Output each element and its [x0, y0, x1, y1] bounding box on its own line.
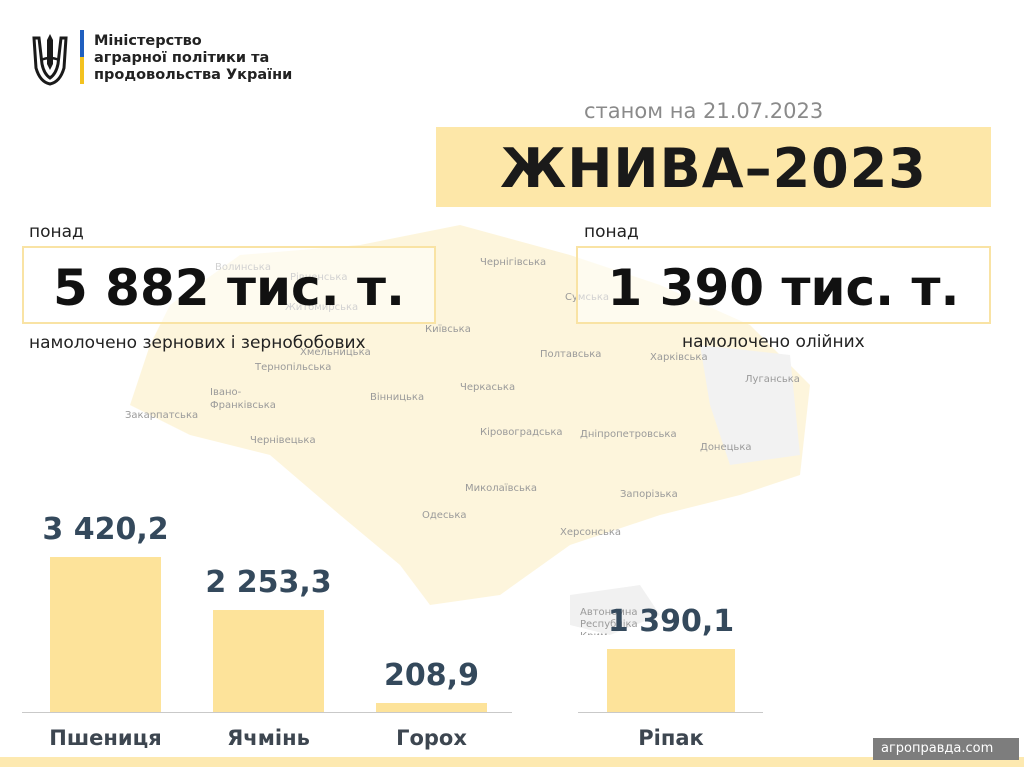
- date-text: станом на 21.07.2023: [584, 99, 824, 123]
- bar-4: [607, 649, 735, 712]
- map-region-label: Вінницька: [370, 391, 424, 403]
- grain-prefix: понад: [29, 222, 84, 242]
- map-region-label: Херсонська: [560, 527, 621, 538]
- map-region-label: Миколаївська: [465, 483, 537, 494]
- map-region-label: Донецька: [700, 442, 752, 453]
- coat-of-arms-icon: [30, 30, 70, 86]
- bar-1: [50, 557, 161, 712]
- bar-value-label: 208,9: [384, 658, 479, 693]
- map-region-label: Республіка: [580, 618, 638, 630]
- bar-2: [213, 610, 324, 712]
- ministry-line-2: аграрної політики та: [94, 50, 270, 66]
- oil-baseline: [578, 712, 763, 713]
- map-region-label: Чернігівська: [480, 256, 546, 268]
- footer-band: [0, 757, 1024, 767]
- map-region-label: Тернопільська: [254, 361, 331, 373]
- bar-3: [376, 703, 487, 712]
- map-region-label: Крим: [580, 631, 608, 635]
- category-label: Пшениця: [49, 726, 162, 750]
- map-region-label: Кіровоградська: [480, 426, 563, 438]
- map-region-label: Франківська: [210, 399, 276, 411]
- oil-total-box: 1 390 тис. т.: [576, 246, 991, 324]
- map-region-label: Запорізька: [620, 488, 678, 500]
- grain-baseline: [22, 712, 512, 713]
- map-region-label: Черкаська: [460, 382, 515, 393]
- map-region-label: Дніпропетровська: [580, 428, 677, 440]
- grain-caption: намолочено зернових і зернобобових: [29, 333, 366, 353]
- map-region-label: Закарпатська: [125, 410, 198, 421]
- map-region-label: Івано-: [210, 387, 242, 398]
- map-region-label: Київська: [425, 324, 471, 335]
- title-background: [436, 127, 991, 207]
- ministry-line-3: продовольства України: [94, 67, 293, 83]
- watermark: агроправда.com: [873, 738, 1019, 760]
- oil-total-value: 1 390 тис. т.: [607, 259, 960, 317]
- bar-value-label: 3 420,2: [42, 512, 169, 547]
- grain-total-value: 5 882 тис. т.: [52, 259, 405, 317]
- map-region-label: Полтавська: [540, 349, 601, 360]
- oil-caption: намолочено олійних: [682, 332, 865, 352]
- category-label: Горох: [396, 726, 467, 750]
- oil-prefix: понад: [584, 222, 639, 242]
- bar-value-label: 2 253,3: [205, 565, 332, 600]
- map-region-label: Хмельницька: [300, 347, 371, 358]
- page-title: ЖНИВА–2023: [500, 137, 927, 200]
- map-region-label: Одеська: [422, 510, 467, 521]
- map-region-label: Харківська: [650, 351, 708, 363]
- map-region-label: Автономна: [580, 607, 638, 618]
- flag-divider: [80, 30, 84, 84]
- category-label: Ріпак: [638, 726, 704, 750]
- ministry-name: Міністерство аграрної політики та продов…: [94, 33, 292, 84]
- ministry-line-1: Міністерство: [94, 33, 202, 49]
- grain-total-box: 5 882 тис. т.: [22, 246, 436, 324]
- map-region-label: Чернівецька: [250, 434, 316, 446]
- category-label: Ячмінь: [227, 726, 310, 750]
- map-region-label: Луганська: [745, 374, 800, 385]
- bar-value-label: 1 390,1: [607, 604, 735, 639]
